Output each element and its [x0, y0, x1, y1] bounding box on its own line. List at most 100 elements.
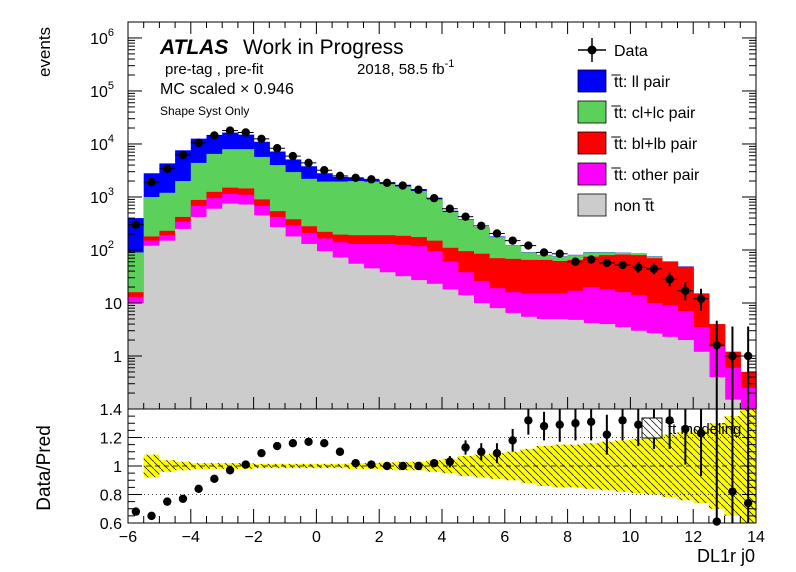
stack-bar-nontt-17 — [394, 276, 412, 409]
x-tick-label-1: −4 — [182, 529, 200, 546]
data-point-10 — [288, 151, 298, 161]
data-point-1 — [147, 178, 156, 187]
lower-y-tick-label-1: 0.8 — [100, 488, 122, 505]
data-point-35 — [681, 286, 690, 295]
ratio-point-38 — [728, 487, 737, 496]
data-point-16 — [382, 178, 392, 188]
data-point-7 — [241, 128, 250, 137]
data-point-8 — [257, 134, 266, 144]
tick-base: 10 — [90, 84, 108, 101]
ratio-point-23 — [492, 448, 502, 458]
stack-bar-nontt-21 — [457, 295, 474, 409]
legend-label-5: non t̅t — [614, 198, 655, 215]
data-point-17 — [398, 181, 407, 190]
ratio-point-30 — [602, 430, 612, 439]
x-tick-label-6: 6 — [500, 529, 509, 546]
stack-bar-nontt-36 — [693, 351, 710, 409]
ratio-point-9 — [272, 441, 282, 451]
stack-bar-nontt-20 — [442, 289, 459, 409]
stack-bar-nontt-1 — [143, 245, 160, 409]
legend-swatch-2 — [577, 100, 607, 124]
lower-y-tick-label-2: 1 — [113, 459, 122, 476]
ratio-point-5 — [210, 474, 219, 484]
x-axis-label: DL1r j0 — [697, 546, 755, 566]
ratio-points — [131, 409, 753, 526]
stack-layer — [128, 132, 757, 410]
x-tick-label-0: −6 — [119, 529, 137, 546]
tick-base: 10 — [90, 31, 108, 48]
ratio-point-12 — [320, 439, 329, 448]
data-point-32 — [634, 263, 643, 272]
status-label: Work in Progress — [243, 36, 404, 59]
reference-lines — [128, 437, 756, 495]
data-point-14 — [351, 173, 360, 182]
data-point-30 — [602, 258, 612, 268]
x-tick-label-3: 0 — [312, 529, 321, 546]
data-point-5 — [210, 131, 219, 140]
x-tick-label-2: −2 — [244, 529, 262, 546]
data-point-22 — [477, 221, 486, 231]
upper-tick-label-3: 103 — [90, 186, 114, 207]
upper-tick-label-5: 10 — [104, 296, 122, 313]
ratio-point-39 — [743, 498, 753, 508]
stack-bar-nontt-6 — [222, 203, 239, 409]
data-point-28 — [571, 257, 580, 266]
stack-bar-nontt-24 — [504, 312, 522, 409]
legend-swatch-4 — [577, 162, 607, 186]
ratio-point-3 — [178, 494, 188, 503]
ratio-point-17 — [398, 461, 407, 471]
ratio-point-25 — [524, 416, 533, 425]
atlas-annotation: ATLAS Work in Progress pre-tag , pre-fit… — [159, 36, 454, 118]
legend-data-marker — [587, 45, 597, 55]
lower-y-tick-label-3: 1.2 — [100, 431, 122, 448]
stack-bar-nontt-19 — [426, 283, 443, 409]
stack-bar-nontt-27 — [551, 318, 569, 409]
stack-bar-nontt-11 — [300, 243, 317, 409]
ratio-point-7 — [241, 460, 250, 469]
ratio-point-26 — [539, 421, 549, 431]
band-legend: t̅t modeling — [641, 417, 741, 439]
tick-exponent: 2 — [108, 239, 114, 251]
data-point-31 — [618, 260, 627, 270]
stack-bar-nontt-29 — [583, 322, 600, 409]
ratio-point-20 — [445, 457, 455, 466]
upper-tick-label-1: 105 — [90, 80, 114, 101]
ratio-point-29 — [586, 417, 596, 427]
ratio-point-21 — [461, 443, 470, 452]
upper-tick-label-4: 102 — [90, 239, 114, 260]
ratio-point-35 — [681, 424, 690, 434]
legend-label-2: t̅t: cl+lc pair — [611, 105, 696, 122]
ratio-point-27 — [555, 420, 564, 429]
band-hatch — [128, 409, 756, 523]
upper-tick-label-2: 104 — [90, 133, 114, 154]
stack-bar-nontt-8 — [253, 215, 270, 409]
data-point-27 — [555, 249, 564, 258]
data-points — [128, 126, 756, 409]
tick-base: 10 — [90, 137, 108, 154]
stack-bar-nontt-5 — [206, 208, 223, 409]
ratio-point-22 — [477, 447, 486, 456]
ratio-point-4 — [194, 484, 203, 493]
tick-base: 10 — [90, 190, 108, 207]
tick-base: 10 — [90, 243, 108, 260]
data-point-25 — [524, 241, 533, 250]
legend-label-4: t̅t: other pair — [611, 167, 700, 184]
stack-bar-nontt-4 — [190, 216, 208, 409]
legend-label-0: Data — [614, 43, 648, 60]
ratio-point-0 — [131, 507, 141, 516]
stack-bar-nontt-33 — [646, 333, 663, 409]
ratio-point-11 — [304, 437, 313, 446]
data-point-4 — [194, 138, 203, 148]
lower-y-tick-label-0: 0.6 — [100, 516, 122, 533]
x-tick-label-8: 10 — [622, 529, 640, 546]
mc-scale-label: MC scaled × 0.946 — [160, 81, 294, 98]
data-point-2 — [163, 164, 172, 173]
legend-swatch-3 — [577, 131, 607, 155]
data-point-20 — [445, 204, 455, 213]
x-tick-label-9: 12 — [684, 529, 702, 546]
data-point-36 — [696, 294, 706, 303]
lumi-label: 2018, 58.5 fb-1 — [357, 58, 454, 78]
data-point-23 — [492, 229, 502, 238]
lumi-text: 2018, 58.5 fb — [357, 61, 445, 78]
